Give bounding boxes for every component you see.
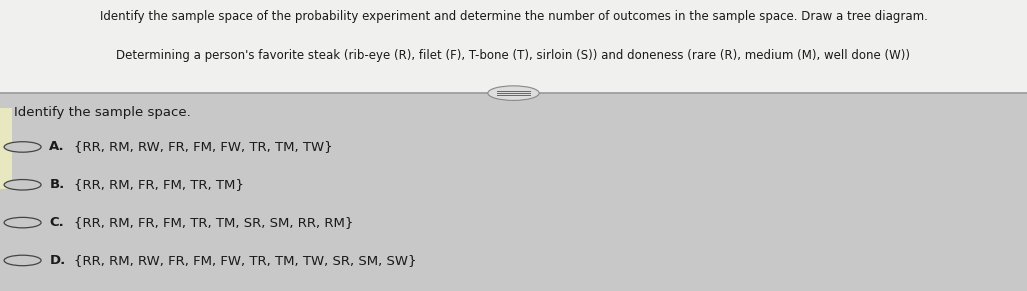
Text: Identify the sample space.: Identify the sample space. [14, 106, 191, 119]
Circle shape [4, 255, 41, 266]
Circle shape [4, 180, 41, 190]
Circle shape [4, 217, 41, 228]
Text: A.: A. [49, 141, 65, 153]
Bar [0, 93, 1027, 291]
Text: {RR, RM, FR, FM, TR, TM, SR, SM, RR, RM}: {RR, RM, FR, FM, TR, TM, SR, SM, RR, RM} [74, 216, 353, 229]
Text: B.: B. [49, 178, 65, 191]
Text: Identify the sample space of the probability experiment and determine the number: Identify the sample space of the probabi… [100, 10, 927, 23]
Text: {RR, RM, RW, FR, FM, FW, TR, TM, TW}: {RR, RM, RW, FR, FM, FW, TR, TM, TW} [74, 141, 333, 153]
Bar [0, 0, 1027, 93]
Circle shape [4, 142, 41, 152]
Text: D.: D. [49, 254, 66, 267]
Bar [0, 108, 12, 189]
Text: C.: C. [49, 216, 64, 229]
Text: Determining a person's favorite steak (rib-eye (R), filet (F), T-bone (T), sirlo: Determining a person's favorite steak (r… [116, 49, 911, 63]
Text: {RR, RM, RW, FR, FM, FW, TR, TM, TW, SR, SM, SW}: {RR, RM, RW, FR, FM, FW, TR, TM, TW, SR,… [74, 254, 416, 267]
Text: {RR, RM, FR, FM, TR, TM}: {RR, RM, FR, FM, TR, TM} [74, 178, 243, 191]
Ellipse shape [488, 86, 539, 100]
